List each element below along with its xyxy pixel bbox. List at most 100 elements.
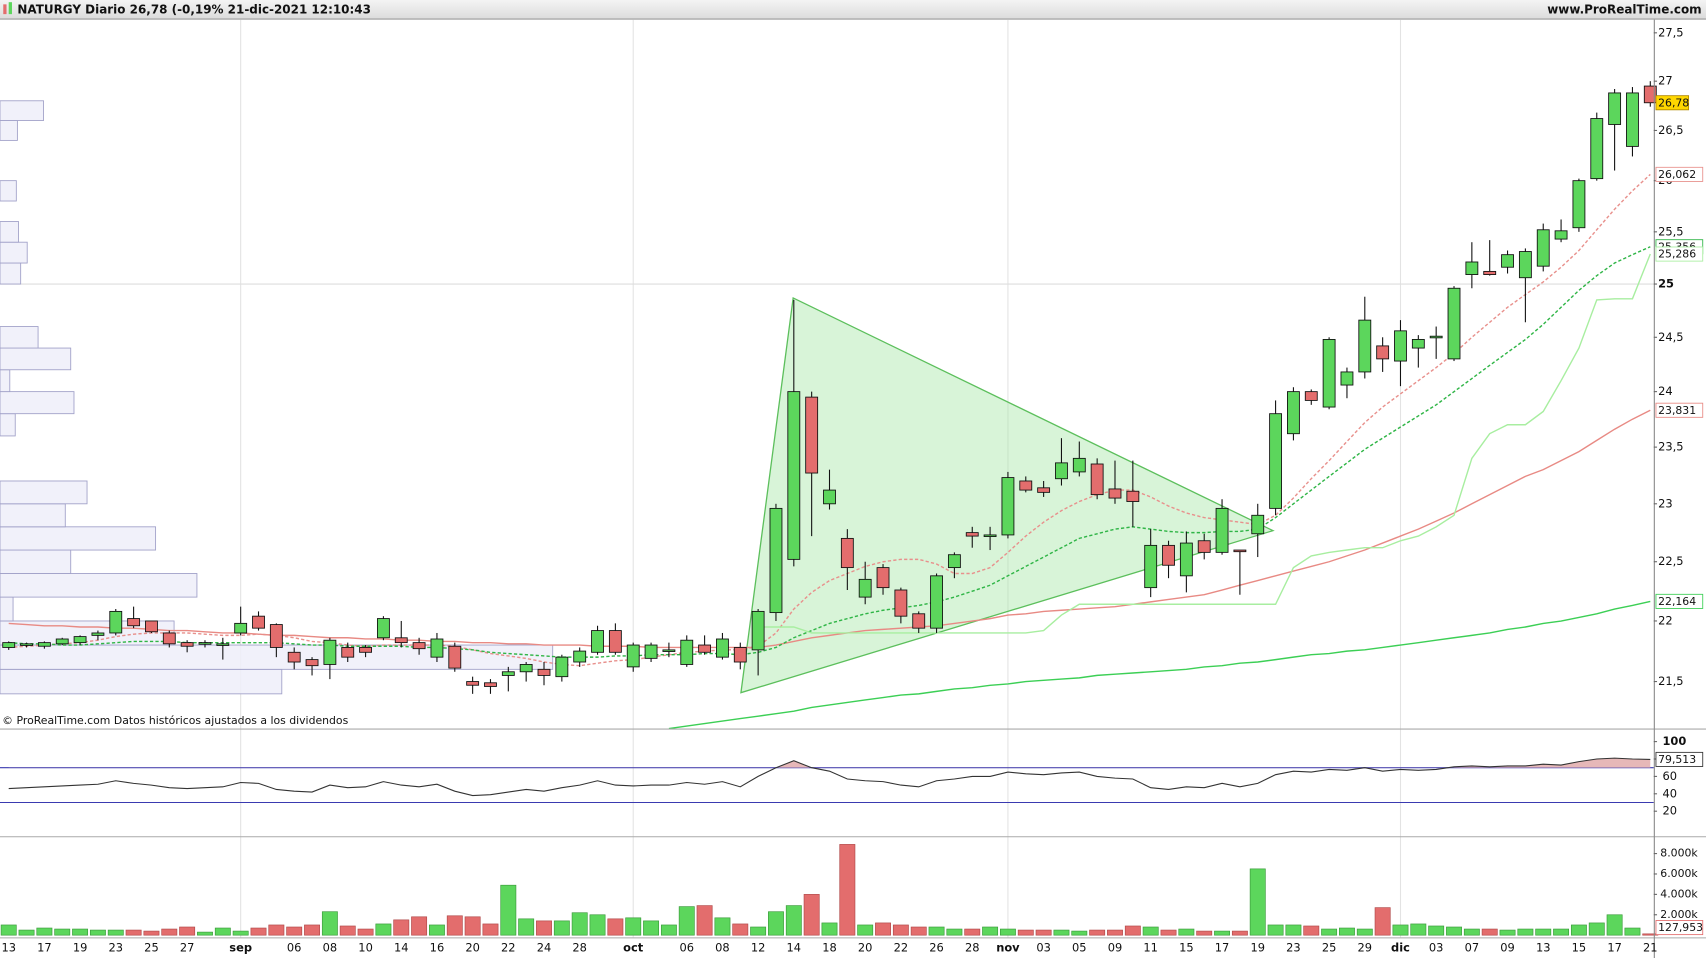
- y-tick-label: 100: [1662, 734, 1686, 748]
- x-tick-label: 06: [679, 941, 694, 955]
- volume-bar: [982, 926, 999, 936]
- volume-bar: [1089, 929, 1106, 936]
- candle-body: [91, 632, 105, 636]
- x-tick-label: 03: [1429, 941, 1444, 955]
- candle-body: [287, 651, 301, 663]
- candle-body: [412, 642, 426, 650]
- x-tick-label: 25: [144, 941, 159, 955]
- volume-bar: [536, 920, 552, 936]
- volume-bar: [1017, 929, 1034, 936]
- x-tick-label: 09: [1500, 941, 1515, 955]
- volume-bar: [1553, 928, 1570, 936]
- candle-body: [751, 610, 765, 651]
- volume-bar: [197, 931, 213, 936]
- volume-bar: [1267, 924, 1284, 936]
- candle-body: [573, 650, 587, 663]
- candle-body: [1554, 230, 1568, 240]
- candle-body: [1608, 92, 1622, 125]
- candle-body: [252, 615, 265, 629]
- candle-body: [930, 575, 943, 629]
- volume-bar: [411, 916, 428, 936]
- volume-bar: [482, 923, 499, 936]
- volume-profile-bar: [0, 100, 44, 121]
- candle-body: [1019, 480, 1033, 491]
- x-tick-label: 29: [1358, 941, 1373, 955]
- candle-body: [1037, 487, 1051, 493]
- x-tick-label: 23: [1286, 941, 1301, 955]
- x-tick-label: sep: [229, 941, 252, 955]
- y-tick-label: 25,5: [1658, 224, 1683, 238]
- candle-body: [1304, 391, 1318, 401]
- volume-bar: [161, 928, 178, 936]
- volume-bar: [732, 923, 749, 936]
- volume-bar: [1356, 928, 1373, 936]
- candle-body: [1358, 319, 1372, 373]
- volume-profile-bar: [0, 221, 19, 243]
- value-label: 23,831: [1658, 404, 1696, 417]
- overbought-area: [8, 758, 1651, 768]
- volume-bar: [999, 928, 1016, 936]
- candle-body: [1483, 270, 1497, 275]
- x-tick-label: 26: [929, 941, 944, 955]
- volume-bar: [286, 926, 303, 936]
- candle-body: [1465, 261, 1479, 275]
- volume-bar: [375, 923, 392, 936]
- volume-bar: [1570, 924, 1587, 936]
- indicator-line: [668, 600, 1651, 730]
- copyright: © ProRealTime.com Datos históricos ajust…: [2, 714, 348, 727]
- candle-body: [2, 642, 16, 648]
- x-tick-label: 25: [1322, 941, 1337, 955]
- x-tick-label: 24: [537, 941, 552, 955]
- volume-bar: [1392, 924, 1409, 936]
- y-tick-label: 23,5: [1658, 440, 1683, 454]
- candle-body: [894, 589, 908, 617]
- candle-body: [198, 642, 212, 645]
- y-tick-label: 27,5: [1658, 25, 1683, 39]
- value-label: 79,513: [1658, 753, 1696, 766]
- volume-bar: [107, 929, 124, 936]
- volume-bar: [1249, 868, 1266, 936]
- x-tick-label: 22: [501, 941, 516, 955]
- volume-bar: [553, 920, 570, 936]
- volume-bar: [1428, 925, 1445, 936]
- x-tick-label: 19: [73, 941, 88, 955]
- header-site[interactable]: www.ProRealTime.com: [1547, 2, 1701, 16]
- volume-bar: [250, 927, 267, 936]
- volume-bar: [500, 884, 517, 936]
- volume-bar: [910, 926, 927, 936]
- candle-body: [769, 507, 783, 614]
- volume-profile-bar: [0, 180, 17, 202]
- volume-bar: [1535, 928, 1552, 936]
- candle-body: [1411, 338, 1425, 349]
- y-tick-label: 8.000k: [1660, 847, 1698, 860]
- candle-body: [537, 668, 551, 676]
- candle-body: [1626, 92, 1639, 147]
- candle-body: [965, 532, 979, 537]
- volume-bar: [1481, 928, 1498, 936]
- volume-bar: [839, 844, 856, 936]
- candle-body: [501, 671, 515, 676]
- volume-bar: [214, 927, 231, 936]
- x-tick-label: dic: [1391, 941, 1410, 955]
- candle-body: [1090, 463, 1104, 496]
- candle-body: [1590, 118, 1604, 180]
- volume-bar: [1588, 922, 1605, 936]
- x-tick-label: 09: [1108, 941, 1123, 955]
- candle-body: [1162, 544, 1175, 566]
- candle-body: [1518, 251, 1532, 279]
- x-tick-label: 13: [1536, 941, 1551, 955]
- volume-profile-bar: [0, 326, 39, 349]
- volume-profile-bar: [0, 573, 198, 598]
- volume-bar: [0, 924, 17, 936]
- volume-bar: [143, 930, 160, 936]
- volume-profile-bar: [0, 369, 11, 393]
- x-tick-label: 28: [965, 941, 980, 955]
- volume-bar: [1374, 907, 1391, 936]
- candle-body: [234, 622, 248, 634]
- candle-body: [840, 537, 854, 569]
- x-tick-label: 15: [1179, 941, 1194, 955]
- value-label: 127,953: [1658, 921, 1703, 934]
- candle-body: [608, 630, 622, 653]
- volume-profile-bar: [0, 347, 72, 371]
- value-label-box: [1655, 751, 1704, 767]
